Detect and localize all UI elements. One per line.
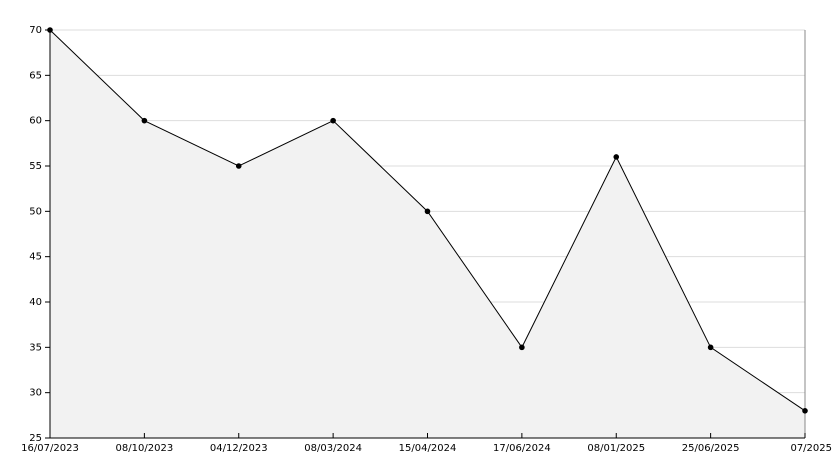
marker (613, 154, 620, 160)
x-tick-label: 25/06/2025 (682, 443, 740, 454)
y-tick-label: 45 (29, 252, 42, 263)
area (50, 30, 805, 438)
marker (235, 163, 242, 169)
marker (47, 27, 53, 33)
y-tick-label: 70 (29, 25, 42, 36)
x-tick-label: 07/2025 (790, 443, 832, 454)
x-tick-label: 08/03/2024 (304, 443, 362, 454)
x-tick-label: 17/06/2024 (493, 443, 551, 454)
y-tick-label: 50 (29, 206, 42, 217)
x-tick-label: 08/10/2023 (116, 443, 174, 454)
x-tick-label: 04/12/2023 (210, 443, 268, 454)
y-tick-label: 25 (29, 433, 42, 444)
marker (707, 344, 714, 351)
x-tick-label: 15/04/2024 (399, 443, 457, 454)
y-tick-label: 30 (29, 388, 42, 399)
y-tick-label: 65 (29, 70, 42, 81)
y-tick-label: 35 (29, 342, 42, 353)
x-tick-label: 08/01/2025 (587, 443, 645, 454)
y-tick-label: 40 (29, 297, 42, 308)
marker (424, 208, 431, 215)
y-tick-label: 60 (29, 116, 42, 127)
y-tick-label: 55 (29, 161, 42, 172)
x-tick-label: 16/07/2023 (21, 443, 79, 454)
marker (141, 117, 148, 124)
marker (519, 344, 525, 351)
marker (330, 117, 336, 124)
marker (802, 408, 808, 414)
